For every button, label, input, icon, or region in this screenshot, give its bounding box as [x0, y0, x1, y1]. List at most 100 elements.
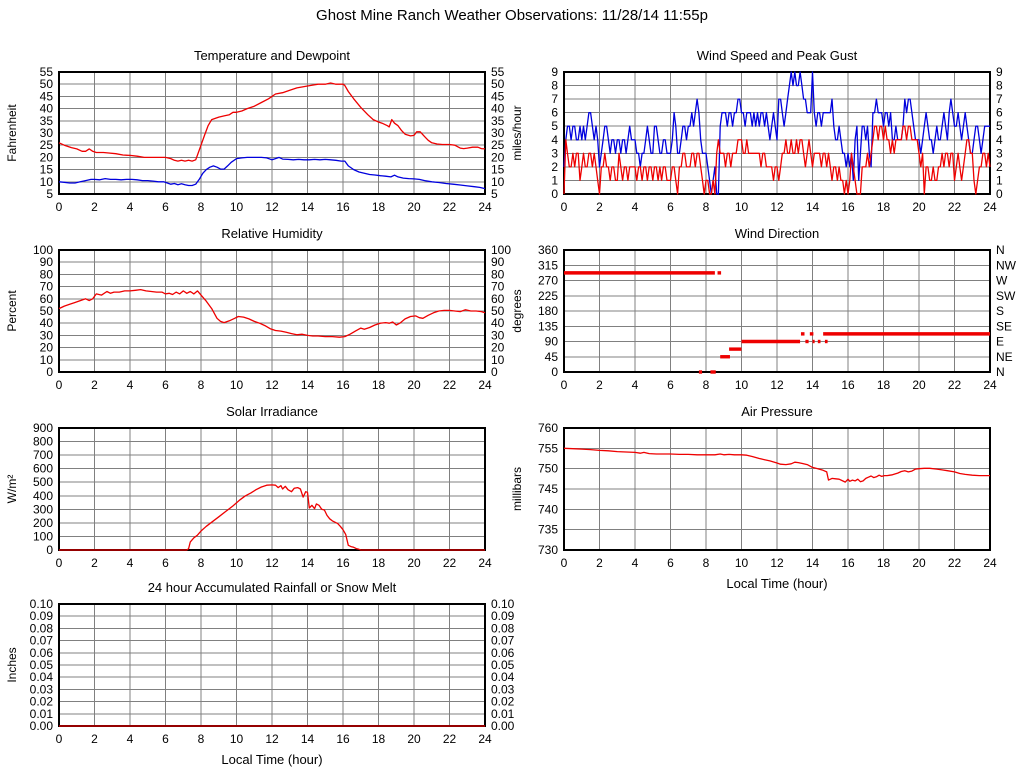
- svg-text:135: 135: [538, 319, 558, 333]
- svg-text:40: 40: [491, 316, 505, 330]
- svg-text:0.10: 0.10: [30, 597, 54, 611]
- svg-text:7: 7: [996, 92, 1003, 106]
- svg-text:10: 10: [735, 200, 749, 214]
- x-axis-ticks: 0 2 4 6 8 10 12 14 16 18 20 22 24: [56, 200, 492, 214]
- svg-text:25: 25: [491, 138, 505, 152]
- svg-text:315: 315: [538, 258, 558, 272]
- svg-text:9: 9: [551, 65, 558, 79]
- svg-text:45: 45: [40, 89, 54, 103]
- svg-text:10: 10: [491, 175, 505, 189]
- svg-text:70: 70: [40, 280, 54, 294]
- svg-text:0.07: 0.07: [491, 634, 515, 648]
- svg-text:1: 1: [996, 173, 1003, 187]
- svg-text:24: 24: [478, 556, 492, 570]
- x-axis-label: Local Time (hour): [726, 576, 827, 591]
- svg-text:0.01: 0.01: [30, 707, 54, 721]
- svg-text:6: 6: [551, 106, 558, 120]
- grid: [564, 250, 990, 372]
- svg-text:4: 4: [632, 378, 639, 392]
- svg-text:90: 90: [491, 255, 505, 269]
- svg-text:10: 10: [230, 556, 244, 570]
- svg-text:6: 6: [667, 556, 674, 570]
- svg-text:18: 18: [372, 378, 386, 392]
- svg-text:45: 45: [545, 350, 559, 364]
- svg-text:40: 40: [40, 102, 54, 116]
- series-dewpoint: [58, 156, 486, 190]
- svg-text:0.01: 0.01: [491, 707, 515, 721]
- svg-text:6: 6: [162, 556, 169, 570]
- y-axis-ticks: 0.00 0.000.01 0.010.02 0.020.03 0.030.04 0.04…: [30, 597, 515, 733]
- svg-text:10: 10: [40, 175, 54, 189]
- svg-text:14: 14: [806, 200, 820, 214]
- page-title: Ghost Mine Ranch Weather Observations: 1…: [316, 7, 708, 24]
- svg-text:14: 14: [301, 200, 315, 214]
- plot-border: [58, 71, 486, 195]
- svg-text:0.08: 0.08: [30, 621, 54, 635]
- svg-text:700: 700: [33, 448, 53, 462]
- svg-text:4: 4: [127, 200, 134, 214]
- chart-title: Wind Speed and Peak Gust: [697, 48, 858, 63]
- svg-text:20: 20: [407, 556, 421, 570]
- svg-text:0.09: 0.09: [30, 609, 54, 623]
- x-axis-ticks: 0 2 4 6 8 10 12 14 16 18 20 22 24: [56, 556, 492, 570]
- svg-text:24: 24: [478, 200, 492, 214]
- svg-text:100: 100: [33, 243, 53, 257]
- svg-text:30: 30: [491, 328, 505, 342]
- svg-text:300: 300: [33, 502, 53, 516]
- svg-text:600: 600: [33, 462, 53, 476]
- svg-text:0: 0: [56, 200, 63, 214]
- svg-text:270: 270: [538, 274, 558, 288]
- svg-text:8: 8: [703, 200, 710, 214]
- chart-temperature-dewpoint: Temperature and Dewpoint Fahrenheit 5 5 10 10…: [0, 40, 545, 245]
- svg-text:N: N: [996, 365, 1005, 379]
- plot-border: [563, 427, 991, 551]
- svg-text:0.03: 0.03: [491, 682, 515, 696]
- svg-text:8: 8: [703, 556, 710, 570]
- svg-text:16: 16: [336, 378, 350, 392]
- svg-text:18: 18: [877, 200, 891, 214]
- svg-text:14: 14: [806, 556, 820, 570]
- svg-text:60: 60: [491, 292, 505, 306]
- svg-text:20: 20: [912, 378, 926, 392]
- svg-text:N: N: [996, 243, 1005, 257]
- svg-text:750: 750: [538, 462, 558, 476]
- svg-text:0.08: 0.08: [491, 621, 515, 635]
- svg-text:0.10: 0.10: [491, 597, 515, 611]
- svg-text:50: 50: [40, 77, 54, 91]
- x-axis-ticks: 0 2 4 6 8 10 12 14 16 18 20 22 24: [56, 732, 492, 746]
- svg-text:15: 15: [40, 163, 54, 177]
- svg-text:4: 4: [127, 556, 134, 570]
- svg-text:3: 3: [996, 146, 1003, 160]
- chart-canvas-rain: 24 hour Accumulated Rainfall or Snow Mel…: [5, 580, 515, 767]
- svg-text:0: 0: [56, 732, 63, 746]
- svg-text:16: 16: [841, 556, 855, 570]
- svg-text:22: 22: [443, 200, 457, 214]
- grid: [564, 428, 990, 550]
- svg-text:12: 12: [770, 200, 784, 214]
- svg-text:35: 35: [40, 114, 54, 128]
- svg-text:0: 0: [996, 187, 1003, 201]
- svg-text:2: 2: [551, 160, 558, 174]
- series-air-pressure: [563, 447, 990, 483]
- svg-text:18: 18: [372, 200, 386, 214]
- svg-text:5: 5: [46, 187, 53, 201]
- svg-text:6: 6: [162, 732, 169, 746]
- y-axis-label: degrees: [510, 289, 524, 332]
- y-axis-label: millibars: [510, 467, 524, 511]
- plot-border: [563, 249, 991, 373]
- svg-text:12: 12: [265, 556, 279, 570]
- svg-text:10: 10: [40, 353, 54, 367]
- svg-text:18: 18: [877, 556, 891, 570]
- svg-text:12: 12: [770, 556, 784, 570]
- svg-text:0: 0: [56, 378, 63, 392]
- svg-text:8: 8: [703, 378, 710, 392]
- svg-text:10: 10: [230, 378, 244, 392]
- svg-text:SE: SE: [996, 319, 1012, 333]
- x-axis-ticks: 0 2 4 6 8 10 12 14 16 18 20 22 24: [561, 556, 997, 570]
- svg-text:745: 745: [538, 482, 558, 496]
- svg-text:0.00: 0.00: [491, 719, 515, 733]
